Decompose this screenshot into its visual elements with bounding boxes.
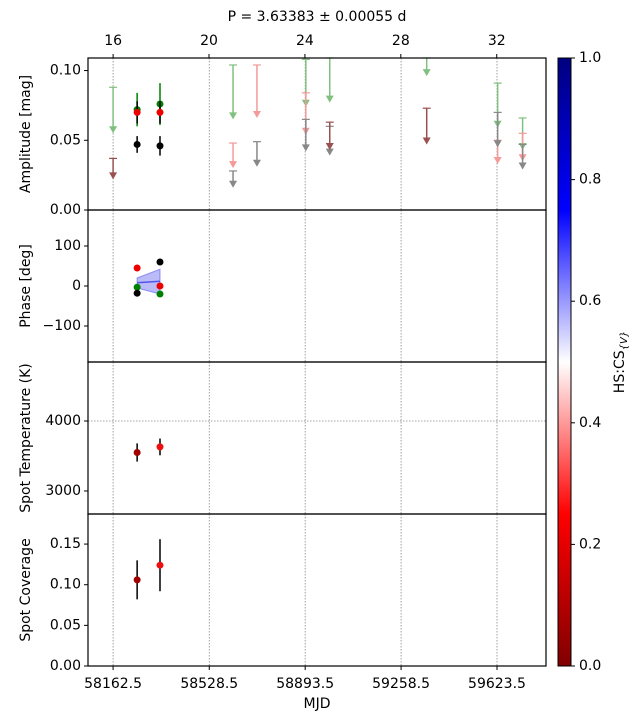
y-tick-label: 100 [54, 238, 81, 254]
colorbar-tick-label: 0.8 [579, 172, 601, 188]
colorbar-tick-label: 0.4 [579, 415, 601, 431]
upper-limit-arrow [518, 162, 527, 170]
panel-frame [87, 513, 547, 667]
y-axis-label: Spot Temperature (K) [18, 363, 34, 513]
y-axis-label: Spot Coverage [18, 538, 34, 641]
upper-limit-arrow [325, 143, 334, 151]
x2-tick-label: 20 [200, 33, 218, 49]
point [133, 140, 141, 148]
upper-limit-arrow [325, 148, 334, 156]
point [133, 283, 141, 291]
upper-limit-arrow [229, 180, 238, 188]
x2-tick-label: 16 [104, 33, 122, 49]
upper-limit-arrow [229, 112, 238, 120]
x-tick-label: 58528.5 [180, 676, 238, 692]
point [133, 448, 141, 456]
y-tick-label: 0.05 [50, 132, 81, 148]
y-tick-label: 0.05 [50, 617, 81, 633]
point [156, 290, 164, 298]
x-axis-label: MJD [304, 696, 331, 712]
point [133, 108, 141, 116]
upper-limit-arrow [422, 69, 431, 77]
x-tick-label: 59258.5 [372, 676, 430, 692]
y-tick-label: 3000 [45, 483, 81, 499]
point [156, 142, 164, 150]
upper-limit-arrow [252, 159, 261, 167]
upper-limit-arrow [493, 140, 502, 148]
x2-tick-label: 28 [392, 33, 410, 49]
point [156, 258, 164, 266]
colorbar-label: HS:CS{V} [612, 331, 630, 393]
y-tick-label: 0.00 [50, 658, 81, 674]
colorbar-tick-label: 0.0 [579, 658, 601, 674]
point [156, 443, 164, 451]
y-tick-label: 0 [72, 278, 81, 294]
colorbar [557, 57, 572, 667]
upper-limit-arrow [229, 161, 238, 169]
panel-frame [87, 57, 547, 211]
colorbar-label-sub: {V} [619, 331, 630, 351]
x2-tick-label: 32 [488, 33, 506, 49]
point [156, 282, 164, 290]
y-tick-label: 0.15 [50, 536, 81, 552]
chart-title: P = 3.63383 ± 0.00055 d [228, 9, 407, 25]
upper-limit-arrow [325, 95, 334, 103]
colorbar-tick-label: 0.6 [579, 293, 601, 309]
panel-frame [87, 361, 547, 515]
y-tick-label: 0.10 [50, 63, 81, 79]
upper-limit-arrow [493, 156, 502, 164]
colorbar-tick-label: 1.0 [579, 50, 601, 66]
upper-limit-arrow [109, 172, 118, 180]
y-tick-label: 0.10 [50, 577, 81, 593]
y-axis-label: Amplitude [mag] [18, 75, 34, 193]
point [156, 108, 164, 116]
point [133, 264, 141, 272]
upper-limit-arrow [301, 144, 310, 152]
x-tick-label: 58162.5 [84, 676, 142, 692]
colorbar-label-main: HS:CS [612, 350, 628, 393]
point [156, 561, 164, 569]
x-tick-label: 58893.5 [276, 676, 334, 692]
phase-center [137, 280, 161, 284]
upper-limit-arrow [252, 110, 261, 118]
upper-limit-arrow [422, 137, 431, 145]
point [133, 576, 141, 584]
y-tick-label: −100 [43, 318, 81, 334]
upper-limit-arrow [109, 126, 118, 134]
point [133, 289, 141, 297]
y-axis-label: Phase [deg] [18, 244, 34, 328]
y-tick-label: 0.00 [50, 202, 81, 218]
colorbar-tick-label: 0.2 [579, 536, 601, 552]
x2-tick-label: 24 [296, 33, 314, 49]
x-tick-label: 59623.5 [468, 676, 526, 692]
y-tick-label: 4000 [45, 413, 81, 429]
